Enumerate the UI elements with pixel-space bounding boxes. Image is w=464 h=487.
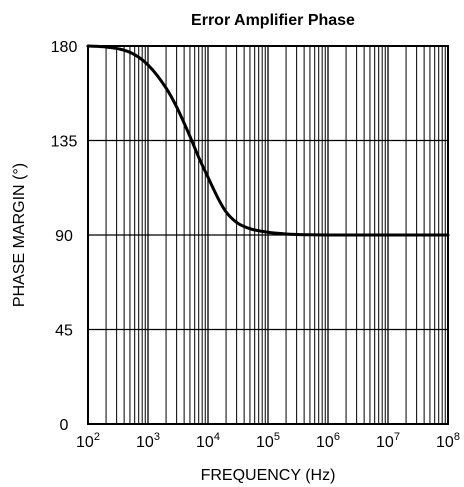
- series-group: [86, 44, 450, 237]
- x-tick-label: 106: [316, 431, 340, 451]
- y-tick-label: 180: [51, 39, 78, 56]
- y-tick-label: 45: [55, 323, 73, 340]
- x-tick-labels: 102 103 104 105 106 107 108: [76, 431, 460, 451]
- x-tick-label: 102: [76, 431, 100, 451]
- y-axis-label: PHASE MARGIN (°): [11, 163, 28, 307]
- y-tick-label: 90: [55, 228, 73, 245]
- y-tick-label: 135: [51, 134, 78, 151]
- grid: [87, 45, 449, 425]
- phase-curve: [86, 44, 450, 237]
- chart-title: Error Amplifier Phase: [191, 12, 355, 29]
- x-axis-label: FREQUENCY (Hz): [201, 467, 336, 484]
- x-tick-label: 108: [436, 431, 460, 451]
- y-tick-labels: 0 45 90 135 180: [51, 39, 78, 434]
- y-tick-label: 0: [60, 417, 69, 434]
- x-tick-label: 103: [136, 431, 160, 451]
- x-tick-label: 105: [256, 431, 280, 451]
- x-tick-label: 104: [196, 431, 220, 451]
- x-tick-label: 107: [376, 431, 400, 451]
